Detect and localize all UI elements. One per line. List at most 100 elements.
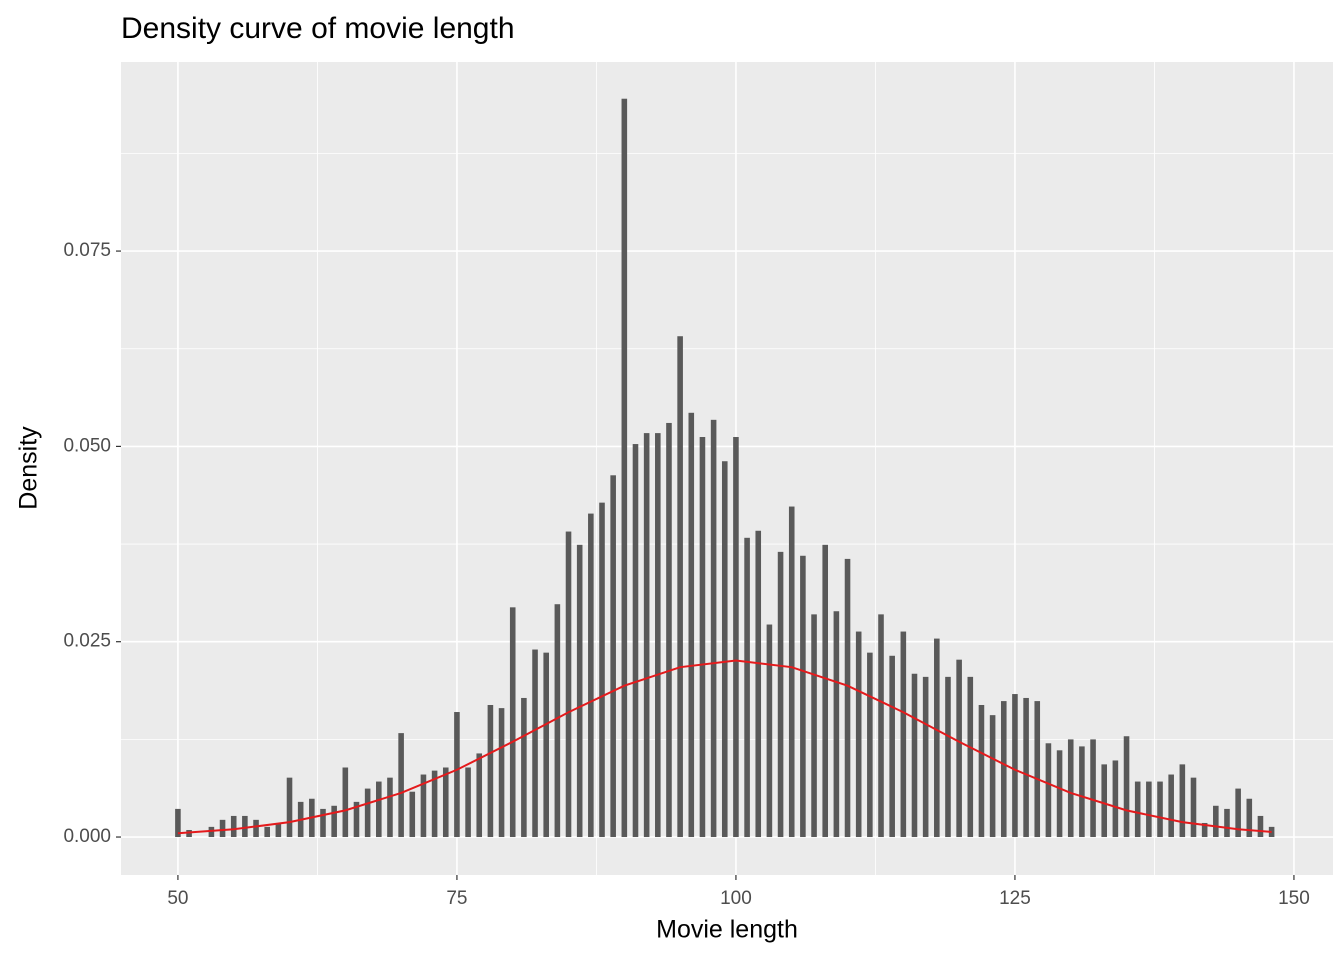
bar bbox=[565, 531, 572, 838]
bar bbox=[989, 715, 996, 838]
bar bbox=[1123, 736, 1130, 838]
bar bbox=[320, 808, 326, 838]
bar bbox=[286, 777, 293, 838]
bar bbox=[376, 781, 382, 838]
bar bbox=[364, 788, 371, 838]
bar bbox=[219, 819, 226, 838]
x-tick-label: 125 bbox=[999, 888, 1031, 909]
bar bbox=[811, 614, 817, 838]
bar bbox=[833, 611, 840, 838]
bar bbox=[721, 461, 728, 838]
bar bbox=[844, 558, 851, 838]
x-tick-label: 50 bbox=[167, 888, 188, 909]
y-tick-label: 0.075 bbox=[63, 240, 111, 261]
bar bbox=[1179, 764, 1186, 838]
bar bbox=[621, 98, 628, 838]
bar bbox=[599, 502, 605, 838]
bar bbox=[554, 604, 561, 838]
bar bbox=[922, 676, 929, 838]
bar bbox=[420, 774, 427, 838]
bar bbox=[878, 614, 884, 838]
bar bbox=[409, 791, 416, 838]
bar bbox=[465, 767, 471, 838]
bar bbox=[454, 712, 460, 838]
bar bbox=[175, 808, 181, 838]
bar bbox=[275, 822, 282, 838]
bar bbox=[1235, 788, 1241, 838]
y-tick-label: 0.000 bbox=[63, 826, 111, 847]
bar bbox=[186, 829, 192, 838]
bar bbox=[867, 652, 873, 838]
bar bbox=[1034, 701, 1041, 838]
bar bbox=[398, 733, 404, 838]
bar bbox=[242, 815, 248, 838]
bar bbox=[442, 767, 449, 838]
bar bbox=[1224, 808, 1230, 838]
y-tick-label: 0.025 bbox=[63, 631, 111, 652]
bar bbox=[588, 513, 594, 838]
bar bbox=[733, 437, 739, 838]
bar bbox=[1190, 777, 1197, 838]
bar bbox=[855, 631, 862, 838]
bar bbox=[1067, 739, 1074, 838]
bar bbox=[788, 506, 795, 838]
bar bbox=[253, 819, 259, 838]
bar bbox=[755, 530, 762, 838]
bar bbox=[1079, 746, 1085, 838]
bar bbox=[1213, 805, 1219, 838]
x-tick-label: 100 bbox=[720, 888, 752, 909]
bar bbox=[1201, 822, 1208, 838]
bar bbox=[934, 638, 940, 838]
bar bbox=[945, 676, 951, 838]
bar bbox=[1012, 694, 1018, 838]
x-tick-label: 150 bbox=[1278, 888, 1310, 909]
bar bbox=[342, 767, 349, 838]
bar bbox=[978, 704, 985, 838]
bar bbox=[655, 433, 661, 838]
bar bbox=[777, 551, 784, 838]
density-curve bbox=[177, 659, 1272, 835]
x-tick-label: 75 bbox=[446, 888, 467, 909]
bar bbox=[1168, 774, 1174, 838]
bar bbox=[643, 433, 650, 838]
bar bbox=[744, 537, 750, 838]
bar bbox=[1134, 781, 1141, 838]
bar bbox=[331, 805, 337, 838]
y-tick-label: 0.050 bbox=[63, 435, 111, 456]
bar bbox=[911, 673, 918, 838]
bar bbox=[822, 544, 828, 838]
bar bbox=[264, 826, 270, 838]
bar bbox=[230, 815, 237, 838]
bar bbox=[1000, 701, 1007, 838]
bar bbox=[1157, 781, 1163, 838]
bar bbox=[532, 649, 538, 838]
bar bbox=[1146, 781, 1152, 838]
x-axis-label: Movie length bbox=[656, 916, 798, 944]
bar bbox=[431, 770, 438, 838]
bar bbox=[576, 544, 583, 838]
chart-title: Density curve of movie length bbox=[121, 12, 515, 45]
bar bbox=[387, 777, 393, 838]
bar bbox=[1045, 743, 1052, 838]
bar bbox=[632, 444, 639, 838]
bar bbox=[889, 655, 895, 838]
bar bbox=[666, 422, 672, 838]
bar bbox=[1101, 764, 1108, 838]
bar bbox=[699, 437, 706, 838]
bar bbox=[487, 704, 494, 838]
bar bbox=[800, 555, 806, 838]
bar bbox=[498, 708, 505, 838]
bar bbox=[509, 607, 516, 838]
bar bbox=[900, 631, 907, 838]
bar bbox=[967, 676, 974, 838]
bar bbox=[710, 419, 717, 838]
bar bbox=[1112, 760, 1119, 838]
bar bbox=[521, 697, 527, 838]
bar bbox=[688, 412, 695, 838]
bar bbox=[1246, 798, 1253, 838]
bar bbox=[353, 801, 360, 838]
bar bbox=[677, 336, 683, 838]
bar bbox=[1023, 697, 1029, 838]
